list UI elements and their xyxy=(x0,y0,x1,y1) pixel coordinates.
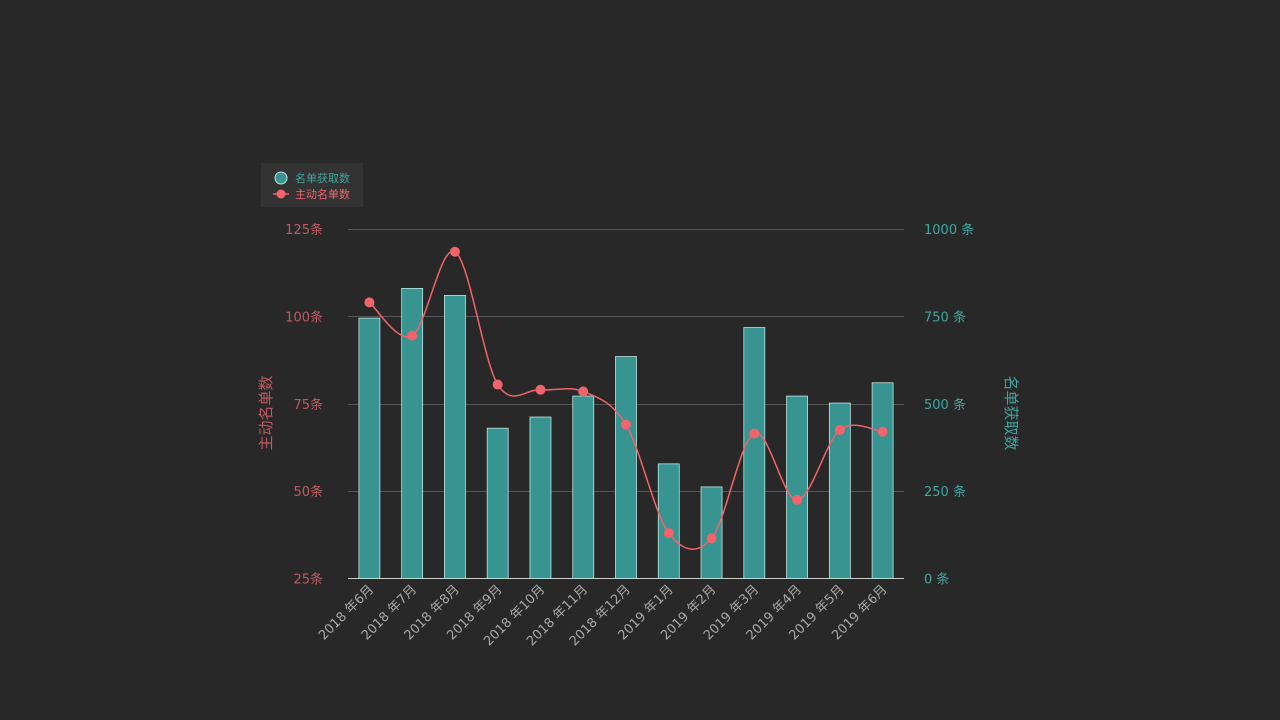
bar xyxy=(615,356,637,579)
bar xyxy=(743,327,766,579)
right-tick-label: 0 条 xyxy=(924,572,949,588)
line-point xyxy=(449,246,460,257)
legend-line-marker xyxy=(276,189,286,199)
line-point xyxy=(578,386,589,397)
line-point xyxy=(706,533,717,544)
line-point xyxy=(834,424,845,435)
right-tick-label: 250 条 xyxy=(924,484,966,500)
left-tick-label: 100条 xyxy=(285,309,323,325)
right-axis-ticks: 0 条 250 条 500 条 750 条 1000 条 xyxy=(924,222,974,588)
right-tick-label: 750 条 xyxy=(924,309,966,325)
bar xyxy=(700,486,723,579)
line-series-points xyxy=(364,246,888,544)
right-axis-title: 名单获取数 xyxy=(1002,375,1020,450)
line-point xyxy=(621,419,631,430)
bar xyxy=(828,402,851,579)
line-point xyxy=(407,330,418,341)
bar xyxy=(871,382,894,579)
right-tick-label: 1000 条 xyxy=(924,222,974,238)
bar xyxy=(572,395,595,579)
line-point xyxy=(663,528,674,539)
left-tick-label: 125条 xyxy=(285,222,323,238)
line-point xyxy=(364,297,375,308)
bar xyxy=(401,288,424,579)
legend-background xyxy=(261,163,363,207)
bar xyxy=(486,427,509,579)
left-tick-label: 25条 xyxy=(293,572,323,588)
bar xyxy=(358,317,381,579)
bar xyxy=(444,295,466,579)
line-point xyxy=(792,494,803,505)
bar xyxy=(786,395,808,579)
left-tick-label: 50条 xyxy=(293,484,323,500)
line-point xyxy=(535,384,546,395)
legend-bar-marker xyxy=(274,171,288,185)
left-axis-ticks: 25条 50条 75条 100条 125条 xyxy=(285,222,323,588)
line-point xyxy=(877,426,888,437)
right-tick-label: 500 条 xyxy=(924,397,966,413)
bar xyxy=(657,463,680,579)
bar-series xyxy=(358,288,894,579)
line-point xyxy=(749,428,760,439)
legend: 名单获取数 主动名单数 xyxy=(261,163,363,207)
legend-line-label: 主动名单数 xyxy=(295,187,350,201)
left-axis-title: 主动名单数 xyxy=(257,375,275,450)
legend-bar-label: 名单获取数 xyxy=(295,171,350,185)
left-tick-label: 75条 xyxy=(293,397,323,413)
line-point xyxy=(492,379,503,390)
bar xyxy=(529,416,552,579)
